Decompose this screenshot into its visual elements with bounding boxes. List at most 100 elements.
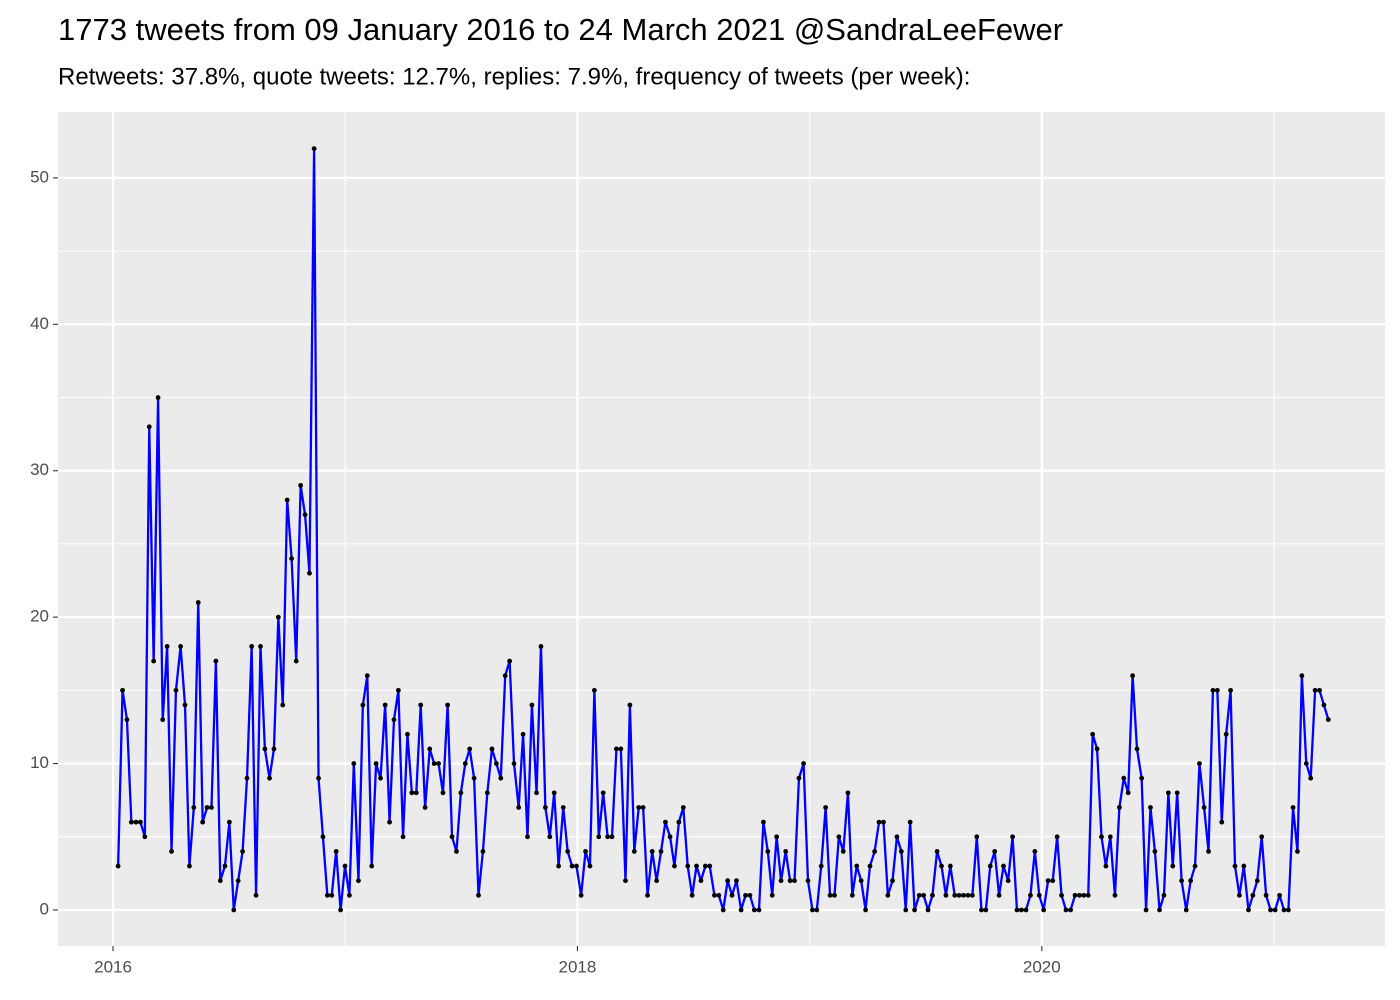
data-point (293, 658, 299, 664)
data-point (694, 863, 699, 869)
data-point (253, 892, 259, 898)
data-point (173, 687, 179, 693)
data-point (342, 863, 348, 869)
data-point (462, 761, 468, 766)
data-point (1036, 892, 1042, 898)
x-tick-label: 2016 (94, 957, 132, 976)
data-point (658, 849, 664, 854)
data-point (249, 644, 255, 649)
data-point (1050, 878, 1056, 884)
data-point (640, 805, 646, 810)
data-point (418, 702, 424, 708)
data-point (1072, 892, 1078, 898)
data-point (511, 761, 517, 766)
data-point (1148, 805, 1153, 810)
data-point (356, 878, 361, 884)
data-point (996, 892, 1002, 898)
data-point (142, 834, 148, 840)
data-point (547, 834, 553, 840)
data-point (436, 761, 441, 766)
data-point (907, 819, 913, 825)
data-point (493, 761, 499, 766)
data-point (583, 849, 588, 854)
data-point (863, 907, 868, 913)
data-point (542, 805, 548, 810)
data-point (623, 878, 628, 884)
data-point (1263, 892, 1269, 898)
data-point (596, 834, 602, 840)
data-point (796, 775, 802, 781)
data-point (702, 863, 708, 869)
y-tick-label: 0 (40, 899, 49, 918)
data-point (1116, 805, 1122, 810)
data-point (858, 878, 864, 884)
data-point (369, 863, 375, 869)
data-point (729, 892, 735, 898)
data-point (1107, 834, 1113, 840)
data-point (160, 717, 166, 723)
data-point (636, 805, 642, 810)
data-point (1045, 878, 1051, 884)
data-point (898, 849, 904, 854)
data-point (1161, 892, 1167, 898)
data-point (1299, 673, 1305, 679)
data-point (182, 702, 188, 708)
data-point (827, 892, 833, 898)
data-point (1054, 834, 1060, 840)
data-point (378, 775, 383, 781)
data-point (609, 834, 615, 840)
data-point (956, 892, 962, 898)
data-point (484, 790, 490, 796)
data-point (200, 819, 206, 825)
data-point (498, 775, 504, 781)
data-point (1237, 892, 1242, 898)
data-point (151, 658, 157, 664)
data-point (445, 702, 451, 708)
data-point (1214, 687, 1220, 693)
data-point (1259, 834, 1265, 840)
data-point (133, 819, 139, 825)
data-point (792, 878, 797, 884)
data-point (284, 497, 290, 503)
data-point (146, 424, 152, 430)
data-point (720, 907, 726, 913)
data-point (520, 731, 526, 737)
data-point (939, 863, 944, 869)
data-point (587, 863, 593, 869)
data-point (1112, 892, 1118, 898)
data-point (987, 863, 993, 869)
data-point (872, 849, 878, 854)
data-point (787, 878, 793, 884)
y-tick-label: 10 (30, 753, 49, 772)
data-point (1170, 863, 1176, 869)
data-point (1041, 907, 1047, 913)
data-point (689, 892, 695, 898)
data-point (217, 878, 223, 884)
data-point (1232, 863, 1238, 869)
data-point (267, 775, 272, 781)
data-point (685, 863, 691, 869)
data-point (471, 775, 477, 781)
data-point (969, 892, 975, 898)
data-point (738, 907, 744, 913)
data-point (124, 717, 130, 723)
data-point (364, 673, 370, 679)
data-point (427, 746, 433, 752)
data-point (458, 790, 464, 796)
data-point (1210, 687, 1216, 693)
data-point (934, 849, 940, 854)
data-point (307, 570, 312, 576)
data-point (1032, 849, 1038, 854)
data-point (569, 863, 575, 869)
data-point (805, 878, 811, 884)
data-point (1010, 834, 1015, 840)
data-point (725, 878, 731, 884)
data-point (574, 863, 579, 869)
data-point (525, 834, 530, 840)
data-point (467, 746, 473, 752)
data-point (360, 702, 366, 708)
data-point (302, 512, 308, 518)
data-point (538, 644, 544, 649)
data-point (222, 863, 228, 869)
data-point (912, 907, 917, 913)
